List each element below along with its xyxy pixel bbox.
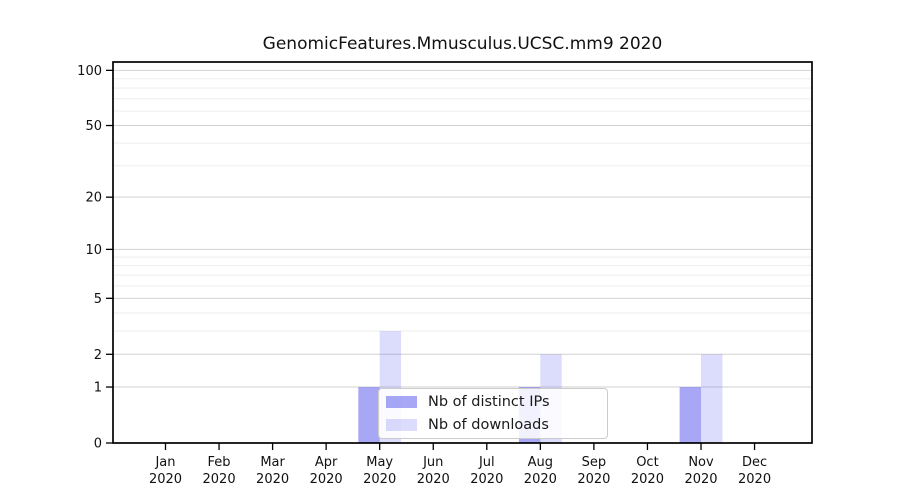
y-tick-label: 50 [85, 119, 102, 134]
x-tick-label-month: Mar [260, 455, 285, 470]
legend-label-distinct-ips: Nb of distinct IPs [428, 394, 550, 411]
x-tick-label-year: 2020 [203, 472, 236, 487]
x-tick-label-year: 2020 [684, 472, 717, 487]
x-tick-label-month: Oct [636, 455, 658, 470]
bar-distinct-ips-Nov [679, 387, 701, 443]
x-tick-label-year: 2020 [256, 472, 289, 487]
x-tick-label-year: 2020 [524, 472, 557, 487]
x-tick-label-month: Nov [688, 455, 714, 470]
x-tick-label-month: Feb [208, 455, 231, 470]
x-tick-label-month: Jun [422, 455, 443, 470]
x-tick-label-month: Apr [315, 455, 338, 470]
x-tick-label-year: 2020 [738, 472, 771, 487]
y-tick-label: 0 [94, 437, 102, 452]
legend-item-downloads: Nb of downloads [386, 417, 607, 433]
x-tick-label-year: 2020 [631, 472, 664, 487]
x-tick-label-month: Sep [582, 455, 607, 470]
x-tick-label-year: 2020 [470, 472, 503, 487]
bar-distinct-ips-May [358, 387, 380, 443]
legend: Nb of distinct IPs Nb of downloads [378, 388, 608, 439]
x-tick-label-year: 2020 [149, 472, 182, 487]
y-tick-label: 10 [85, 243, 102, 258]
x-tick-label-year: 2020 [417, 472, 450, 487]
legend-item-distinct-ips: Nb of distinct IPs [386, 394, 607, 410]
x-tick-label-year: 2020 [577, 472, 610, 487]
bar-downloads-Nov [701, 354, 723, 443]
x-tick-label-year: 2020 [310, 472, 343, 487]
y-tick-label: 20 [85, 191, 102, 206]
y-tick-label: 5 [94, 292, 102, 307]
chart-title: GenomicFeatures.Mmusculus.UCSC.mm9 2020 [262, 34, 663, 54]
legend-swatch-distinct-ips-icon [386, 396, 417, 409]
legend-swatch-downloads-icon [386, 418, 417, 431]
y-tick-label: 1 [94, 381, 102, 396]
legend-label-downloads: Nb of downloads [428, 416, 549, 433]
x-tick-label-year: 2020 [363, 472, 396, 487]
x-tick-label-month: Jul [478, 455, 495, 470]
y-tick-label: 2 [94, 348, 102, 363]
plot-frame [112, 61, 813, 444]
y-tick-label: 100 [77, 64, 102, 79]
x-tick-label-month: May [366, 455, 393, 470]
x-tick-label-month: Dec [742, 455, 767, 470]
x-tick-label-month: Aug [528, 455, 553, 470]
x-tick-label-month: Jan [154, 455, 175, 470]
